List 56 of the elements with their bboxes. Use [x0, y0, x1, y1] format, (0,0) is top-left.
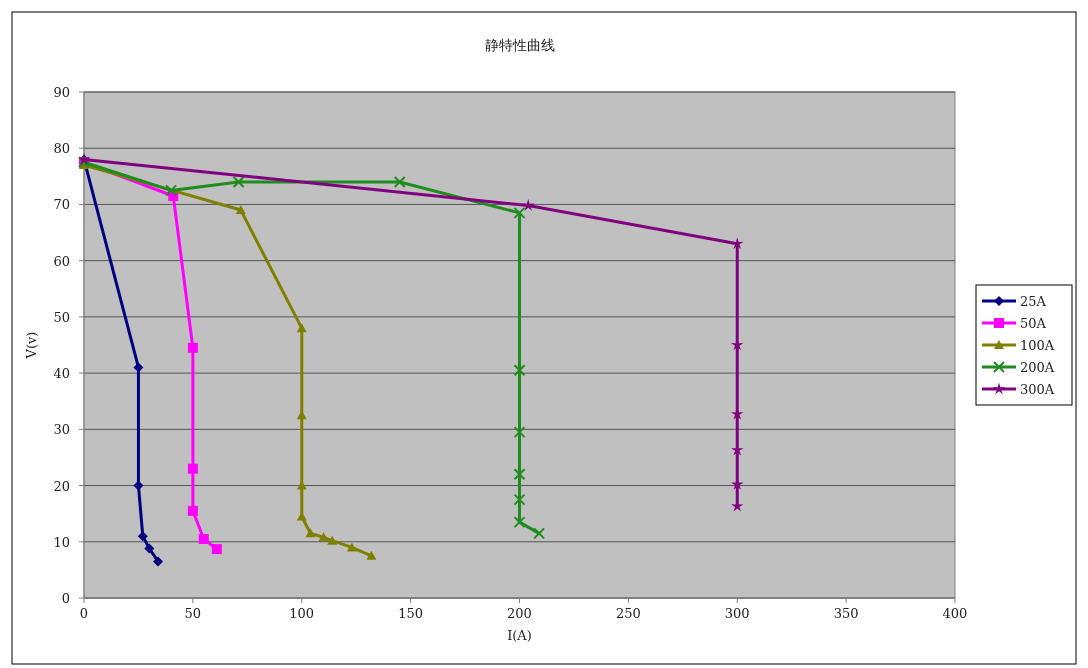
point — [731, 237, 744, 250]
y-tick-label: 50 — [53, 309, 70, 325]
y-tick-label: 10 — [53, 534, 70, 550]
point — [211, 544, 222, 555]
x-tick-label: 250 — [615, 606, 641, 621]
point — [187, 342, 198, 353]
point — [393, 175, 406, 188]
y-tick-label: 70 — [53, 197, 70, 213]
x-tick-label: 350 — [833, 606, 859, 621]
point — [305, 528, 316, 538]
x-tick-label: 150 — [398, 606, 424, 621]
legend-label: 100A — [1020, 338, 1055, 353]
point — [346, 542, 357, 552]
y-tick-label: 90 — [53, 85, 70, 100]
point — [187, 505, 198, 516]
point — [513, 493, 526, 506]
y-tick-label: 0 — [61, 591, 70, 606]
y-tick-label: 30 — [53, 422, 70, 438]
x-tick-label: 100 — [289, 606, 315, 621]
legend-label: 50A — [1020, 316, 1047, 331]
point — [153, 556, 164, 567]
point — [133, 362, 144, 373]
point — [318, 532, 329, 542]
point — [235, 205, 246, 215]
x-axis-title: I(A) — [507, 628, 532, 643]
legend-label: 25A — [1020, 294, 1047, 309]
y-tick-label: 20 — [53, 478, 70, 494]
point — [513, 468, 526, 481]
point — [187, 463, 198, 474]
x-tick-label: 0 — [79, 606, 89, 621]
point — [366, 550, 377, 560]
x-tick-label: 50 — [184, 606, 202, 621]
y-tick-label: 80 — [53, 141, 70, 157]
point — [513, 516, 526, 529]
x-tick-label: 400 — [942, 606, 968, 621]
chart-title: 静特性曲线 — [484, 37, 555, 53]
point — [165, 184, 178, 197]
point — [133, 480, 144, 491]
point — [198, 533, 209, 544]
legend-label: 200A — [1020, 360, 1055, 375]
point — [144, 543, 155, 554]
x-tick-label: 300 — [724, 606, 750, 621]
point — [296, 323, 307, 333]
point — [522, 199, 535, 211]
y-tick-label: 40 — [53, 366, 70, 382]
point — [137, 531, 148, 542]
point — [513, 426, 526, 439]
y-axis-title: V(v) — [24, 331, 39, 360]
y-tick-label: 60 — [53, 253, 70, 269]
point — [232, 175, 245, 188]
point — [327, 535, 338, 545]
x-tick-label: 200 — [507, 606, 532, 621]
legend-label: 300A — [1020, 382, 1055, 397]
point — [533, 527, 546, 540]
point — [513, 364, 526, 377]
point — [513, 206, 526, 219]
